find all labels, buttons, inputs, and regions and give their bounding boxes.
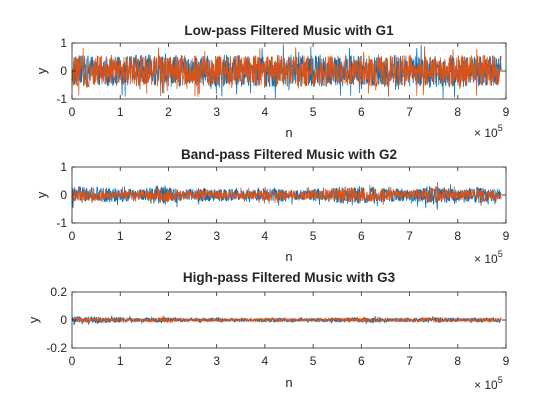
x-tick-label: 0 [69,229,76,243]
subplot-2-axes: 0 1 2 3 4 5 6 7 8 9-101 [56,160,509,243]
subplot-3-title: High-pass Filtered Music with G3 [183,270,396,285]
subplot-3-axes: 0 1 2 3 4 5 6 7 8 9-0.200.2 [46,285,509,368]
x-tick-label: 0 [69,354,76,368]
series-line-2 [71,182,502,206]
subplot-3-ylabel: y [26,316,41,323]
subplot-2: Band-pass Filtered Music with G2 0 1 2 3 4 5 6… [34,147,510,266]
subplot-1-xlabel: n [285,125,292,140]
subplot-2-xlabel: n [285,249,292,264]
x-tick-label: 2 [165,229,172,243]
x-tick-label: 2 [165,354,172,368]
y-tick-label: 0.2 [50,285,67,299]
subplot-2-title: Band-pass Filtered Music with G2 [181,147,397,162]
x-tick-label: 9 [503,354,510,368]
subplot-1-title: Low-pass Filtered Music with G1 [184,23,394,38]
x-tick-label: 5 [310,354,317,368]
x-tick-label: 0 [69,105,76,119]
y-tick-label: 0 [60,313,67,327]
x-tick-label: 3 [213,354,220,368]
y-tick-label: 0 [60,188,67,202]
x-tick-label: 7 [406,354,413,368]
subplot-3-xlabel: n [285,375,292,390]
x-tick-label: 6 [358,229,365,243]
y-tick-label: 1 [60,160,67,174]
x-tick-label: 6 [358,354,365,368]
subplot-1: Low-pass Filtered Music with G1 0 1 2 3 4 5 6 7… [34,23,510,140]
x-tick-label: 1 [117,229,124,243]
x-tick-label: 5 [310,229,317,243]
y-tick-label: -1 [56,92,67,106]
x-tick-label: 8 [454,354,461,368]
x-tick-label: 5 [310,105,317,119]
x-tick-label: 8 [454,105,461,119]
subplot-1-ylabel: y [34,67,49,74]
y-tick-label: 1 [60,36,67,50]
series-line-2 [71,46,502,97]
series-line-2 [71,315,502,324]
subplot-1-axes: 0 1 2 3 4 5 6 7 8 9-101 [56,36,509,119]
y-tick-label: -1 [56,216,67,230]
subplot-3-exponent: × 105 [474,375,503,392]
x-tick-label: 4 [262,229,269,243]
x-tick-label: 8 [454,229,461,243]
y-tick-label: 0 [60,64,67,78]
x-tick-label: 7 [406,229,413,243]
subplot-3: High-pass Filtered Music with G3 0 1 2 3 4 5 6… [26,270,510,392]
x-tick-label: 4 [262,354,269,368]
x-tick-label: 6 [358,105,365,119]
x-tick-label: 1 [117,105,124,119]
x-tick-label: 4 [262,105,269,119]
x-tick-label: 7 [406,105,413,119]
x-tick-label: 9 [503,229,510,243]
subplot-2-exponent: × 105 [474,249,503,266]
x-tick-label: 2 [165,105,172,119]
x-tick-label: 3 [213,229,220,243]
subplot-1-exponent: × 105 [474,123,503,140]
y-tick-label: -0.2 [46,341,67,355]
x-tick-label: 3 [213,105,220,119]
x-tick-label: 1 [117,354,124,368]
x-tick-label: 9 [503,105,510,119]
subplot-2-ylabel: y [34,191,49,198]
